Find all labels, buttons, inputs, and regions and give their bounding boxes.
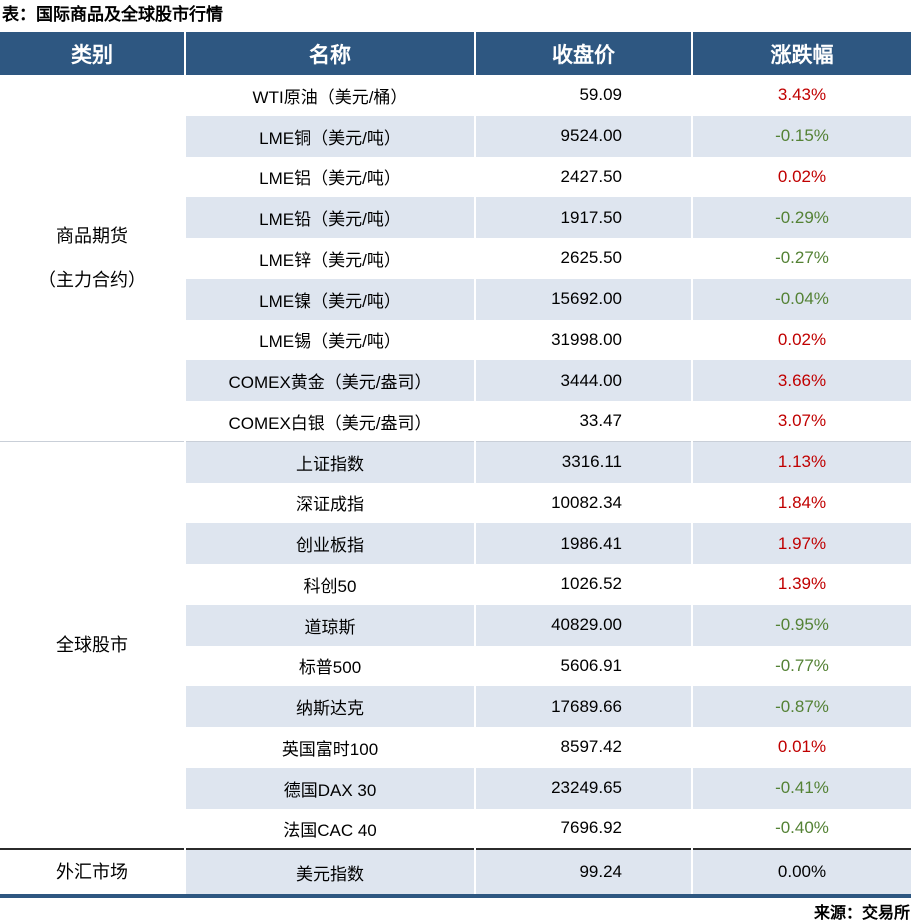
close-price-cell: 23249.65 xyxy=(474,767,692,809)
market-table: 类别 名称 收盘价 涨跌幅 商品期货 （主力合约） WTI原油（美元/桶） 59.09… xyxy=(0,32,911,899)
change-percent-cell: -0.77% xyxy=(691,645,911,687)
table-row: LME锡（美元/吨） 31998.00 0.02% xyxy=(0,319,911,361)
close-price-cell: 9524.00 xyxy=(474,115,692,157)
table-row: 科创50 1026.52 1.39% xyxy=(0,564,911,605)
change-percent-cell: 3.07% xyxy=(691,401,911,442)
table-row: 商品期货 （主力合约） WTI原油（美元/桶） 59.09 3.43% xyxy=(0,75,911,442)
instrument-name-cell: LME铜（美元/吨） xyxy=(184,115,475,157)
change-percent-cell: -0.87% xyxy=(691,686,911,727)
change-percent-cell: 3.43% xyxy=(691,75,911,116)
table-row: 德国DAX 30 23249.65 -0.41% xyxy=(0,767,911,809)
category-cell: 外汇市场 xyxy=(0,848,185,897)
table-row: LME锌（美元/吨） 2625.50 -0.27% xyxy=(0,238,911,279)
close-price-cell: 59.09 xyxy=(474,75,692,116)
change-percent-cell: 3.66% xyxy=(691,360,911,401)
instrument-name-cell: 纳斯达克 xyxy=(184,686,475,727)
instrument-name-cell: 法国CAC 40 xyxy=(184,808,475,850)
change-percent-cell: -0.15% xyxy=(691,115,911,157)
close-price-cell: 3444.00 xyxy=(474,360,692,401)
close-price-cell: 17689.66 xyxy=(474,686,692,727)
table-row: 纳斯达克 17689.66 -0.87% xyxy=(0,686,911,727)
close-price-cell: 15692.00 xyxy=(474,278,692,320)
change-percent-cell: 1.84% xyxy=(691,482,911,524)
table-row: 道琼斯 40829.00 -0.95% xyxy=(0,604,911,646)
instrument-name-cell: 深证成指 xyxy=(184,482,475,524)
instrument-name-cell: 创业板指 xyxy=(184,523,475,564)
table-row: 创业板指 1986.41 1.97% xyxy=(0,523,911,564)
close-price-cell: 99.24 xyxy=(474,848,692,897)
close-price-cell: 2625.50 xyxy=(474,238,692,279)
table-row: COMEX黄金（美元/盎司） 3444.00 3.66% xyxy=(0,360,911,401)
close-price-cell: 10082.34 xyxy=(474,482,692,524)
table-row: 标普500 5606.91 -0.77% xyxy=(0,645,911,687)
close-price-cell: 8597.42 xyxy=(474,727,692,768)
change-percent-cell: 0.02% xyxy=(691,156,911,198)
change-percent-cell: -0.04% xyxy=(691,278,911,320)
close-price-cell: 7696.92 xyxy=(474,808,692,850)
page-title: 表：国际商品及全球股市行情 xyxy=(2,5,223,24)
close-price-cell: 1917.50 xyxy=(474,197,692,238)
col-header-name: 名称 xyxy=(184,32,475,75)
close-price-cell: 31998.00 xyxy=(474,319,692,361)
table-row: COMEX白银（美元/盎司） 33.47 3.07% xyxy=(0,401,911,442)
instrument-name-cell: LME铝（美元/吨） xyxy=(184,156,475,198)
table-row: 英国富时100 8597.42 0.01% xyxy=(0,727,911,768)
close-price-cell: 1026.52 xyxy=(474,564,692,605)
change-percent-cell: -0.41% xyxy=(691,767,911,809)
instrument-name-cell: 科创50 xyxy=(184,564,475,605)
change-percent-cell: 0.00% xyxy=(691,848,911,897)
category-label-line: 外汇市场 xyxy=(56,862,128,883)
table-row: LME镍（美元/吨） 15692.00 -0.04% xyxy=(0,278,911,320)
instrument-name-cell: COMEX黄金（美元/盎司） xyxy=(184,360,475,401)
close-price-cell: 2427.50 xyxy=(474,156,692,198)
category-label-line: 商品期货 xyxy=(56,226,128,247)
instrument-name-cell: LME锡（美元/吨） xyxy=(184,319,475,361)
source-note: 来源：交易所 xyxy=(813,905,910,923)
header-row: 类别 名称 收盘价 涨跌幅 xyxy=(0,32,911,75)
change-percent-cell: -0.95% xyxy=(691,604,911,646)
change-percent-cell: 0.02% xyxy=(691,319,911,361)
close-price-cell: 1986.41 xyxy=(474,523,692,564)
instrument-name-cell: 上证指数 xyxy=(184,441,475,483)
table-row: LME铝（美元/吨） 2427.50 0.02% xyxy=(0,156,911,198)
table-row: 全球股市 上证指数 3316.11 1.13% xyxy=(0,441,911,850)
col-header-category: 类别 xyxy=(0,32,185,75)
instrument-name-cell: 标普500 xyxy=(184,645,475,687)
change-percent-cell: -0.27% xyxy=(691,238,911,279)
table-row: 外汇市场 美元指数 99.24 0.00% xyxy=(0,848,911,897)
instrument-name-cell: 英国富时100 xyxy=(184,727,475,768)
category-cell: 商品期货 （主力合约） xyxy=(0,75,185,442)
col-header-close: 收盘价 xyxy=(474,32,692,75)
instrument-name-cell: 德国DAX 30 xyxy=(184,767,475,809)
category-cell: 全球股市 xyxy=(0,441,185,850)
table-row: 深证成指 10082.34 1.84% xyxy=(0,482,911,524)
instrument-name-cell: 美元指数 xyxy=(184,848,475,897)
change-percent-cell: 1.13% xyxy=(691,441,911,483)
instrument-name-cell: LME铅（美元/吨） xyxy=(184,197,475,238)
close-price-cell: 5606.91 xyxy=(474,645,692,687)
instrument-name-cell: 道琼斯 xyxy=(184,604,475,646)
change-percent-cell: 1.39% xyxy=(691,564,911,605)
change-percent-cell: -0.40% xyxy=(691,808,911,850)
instrument-name-cell: COMEX白银（美元/盎司） xyxy=(184,401,475,442)
instrument-name-cell: LME镍（美元/吨） xyxy=(184,278,475,320)
close-price-cell: 40829.00 xyxy=(474,604,692,646)
category-label-line: （主力合约） xyxy=(38,270,146,291)
change-percent-cell: 1.97% xyxy=(691,523,911,564)
close-price-cell: 33.47 xyxy=(474,401,692,442)
instrument-name-cell: WTI原油（美元/桶） xyxy=(184,75,475,116)
close-price-cell: 3316.11 xyxy=(474,441,692,483)
change-percent-cell: -0.29% xyxy=(691,197,911,238)
col-header-change: 涨跌幅 xyxy=(691,32,911,75)
table-row: 法国CAC 40 7696.92 -0.40% xyxy=(0,808,911,850)
category-label-line: 全球股市 xyxy=(56,635,128,656)
table-row: LME铅（美元/吨） 1917.50 -0.29% xyxy=(0,197,911,238)
change-percent-cell: 0.01% xyxy=(691,727,911,768)
instrument-name-cell: LME锌（美元/吨） xyxy=(184,238,475,279)
table-row: LME铜（美元/吨） 9524.00 -0.15% xyxy=(0,115,911,157)
